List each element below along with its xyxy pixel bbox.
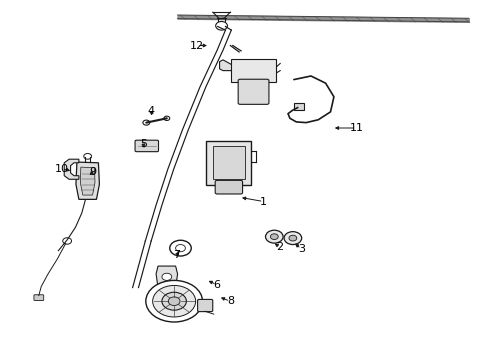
Circle shape <box>168 297 180 306</box>
Text: 4: 4 <box>147 106 155 116</box>
FancyBboxPatch shape <box>213 146 245 179</box>
FancyBboxPatch shape <box>215 180 243 194</box>
Text: 2: 2 <box>277 242 284 252</box>
Circle shape <box>153 285 196 317</box>
Text: 8: 8 <box>227 296 234 306</box>
Text: 11: 11 <box>349 123 364 133</box>
FancyBboxPatch shape <box>197 300 213 312</box>
Polygon shape <box>220 60 233 71</box>
Text: 7: 7 <box>173 250 180 260</box>
Circle shape <box>162 292 186 310</box>
Circle shape <box>216 22 227 30</box>
Circle shape <box>164 116 170 121</box>
Circle shape <box>270 234 278 239</box>
Text: 12: 12 <box>190 41 204 50</box>
Circle shape <box>63 238 72 244</box>
Polygon shape <box>80 167 95 195</box>
FancyBboxPatch shape <box>238 79 269 104</box>
Circle shape <box>146 280 202 322</box>
Circle shape <box>143 120 150 125</box>
Circle shape <box>84 153 92 159</box>
FancyBboxPatch shape <box>231 59 276 82</box>
Text: 5: 5 <box>140 139 147 149</box>
FancyBboxPatch shape <box>135 140 159 152</box>
Circle shape <box>284 231 302 244</box>
Text: 3: 3 <box>298 244 305 254</box>
Circle shape <box>170 240 191 256</box>
Text: 9: 9 <box>89 167 96 177</box>
FancyBboxPatch shape <box>294 103 304 110</box>
FancyBboxPatch shape <box>34 295 44 301</box>
Polygon shape <box>156 266 177 288</box>
Circle shape <box>175 244 185 252</box>
FancyBboxPatch shape <box>206 141 251 185</box>
Polygon shape <box>76 162 99 199</box>
Polygon shape <box>64 159 79 179</box>
Circle shape <box>162 273 172 280</box>
Text: 1: 1 <box>260 197 267 207</box>
Circle shape <box>266 230 283 243</box>
Text: 6: 6 <box>213 280 220 290</box>
Text: 10: 10 <box>55 163 69 174</box>
Circle shape <box>289 235 297 241</box>
